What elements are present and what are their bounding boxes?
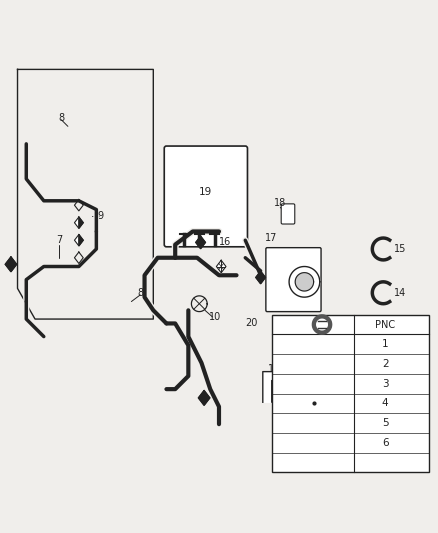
Text: 2: 2 — [382, 359, 389, 369]
Text: 10: 10 — [208, 312, 221, 322]
FancyBboxPatch shape — [164, 146, 247, 247]
Text: 8: 8 — [58, 112, 64, 123]
Polygon shape — [74, 235, 83, 246]
Polygon shape — [307, 414, 321, 433]
Text: 19: 19 — [199, 187, 212, 197]
Polygon shape — [307, 374, 321, 393]
Text: 12: 12 — [381, 351, 393, 361]
Polygon shape — [312, 315, 332, 334]
Polygon shape — [289, 266, 320, 297]
Polygon shape — [314, 394, 321, 413]
FancyBboxPatch shape — [272, 314, 429, 472]
Text: 17: 17 — [265, 233, 278, 243]
Text: 3: 3 — [382, 378, 389, 389]
Polygon shape — [79, 235, 83, 246]
Polygon shape — [307, 394, 321, 413]
Polygon shape — [295, 273, 314, 291]
Text: 14: 14 — [394, 288, 406, 298]
Text: 20: 20 — [246, 318, 258, 328]
Polygon shape — [314, 354, 321, 374]
FancyBboxPatch shape — [266, 248, 321, 312]
Text: 9: 9 — [98, 211, 104, 221]
Text: 18: 18 — [274, 198, 286, 208]
Polygon shape — [5, 257, 17, 272]
Polygon shape — [79, 217, 83, 229]
Polygon shape — [307, 354, 321, 374]
Polygon shape — [263, 372, 377, 402]
Polygon shape — [196, 236, 205, 249]
Polygon shape — [198, 391, 210, 405]
Polygon shape — [256, 271, 265, 284]
Text: 1: 1 — [382, 339, 389, 349]
Text: 8: 8 — [137, 288, 143, 298]
Polygon shape — [216, 260, 226, 273]
Text: 11: 11 — [374, 397, 387, 407]
Text: PNC: PNC — [375, 320, 395, 329]
Text: 16: 16 — [219, 237, 231, 247]
Text: 7: 7 — [56, 235, 62, 245]
Text: 4: 4 — [382, 398, 389, 408]
Text: 13: 13 — [268, 364, 280, 374]
Polygon shape — [74, 217, 83, 229]
Text: 15: 15 — [394, 244, 406, 254]
Text: 6: 6 — [382, 438, 389, 448]
Polygon shape — [317, 319, 327, 330]
FancyBboxPatch shape — [281, 204, 295, 224]
Text: 5: 5 — [382, 418, 389, 428]
